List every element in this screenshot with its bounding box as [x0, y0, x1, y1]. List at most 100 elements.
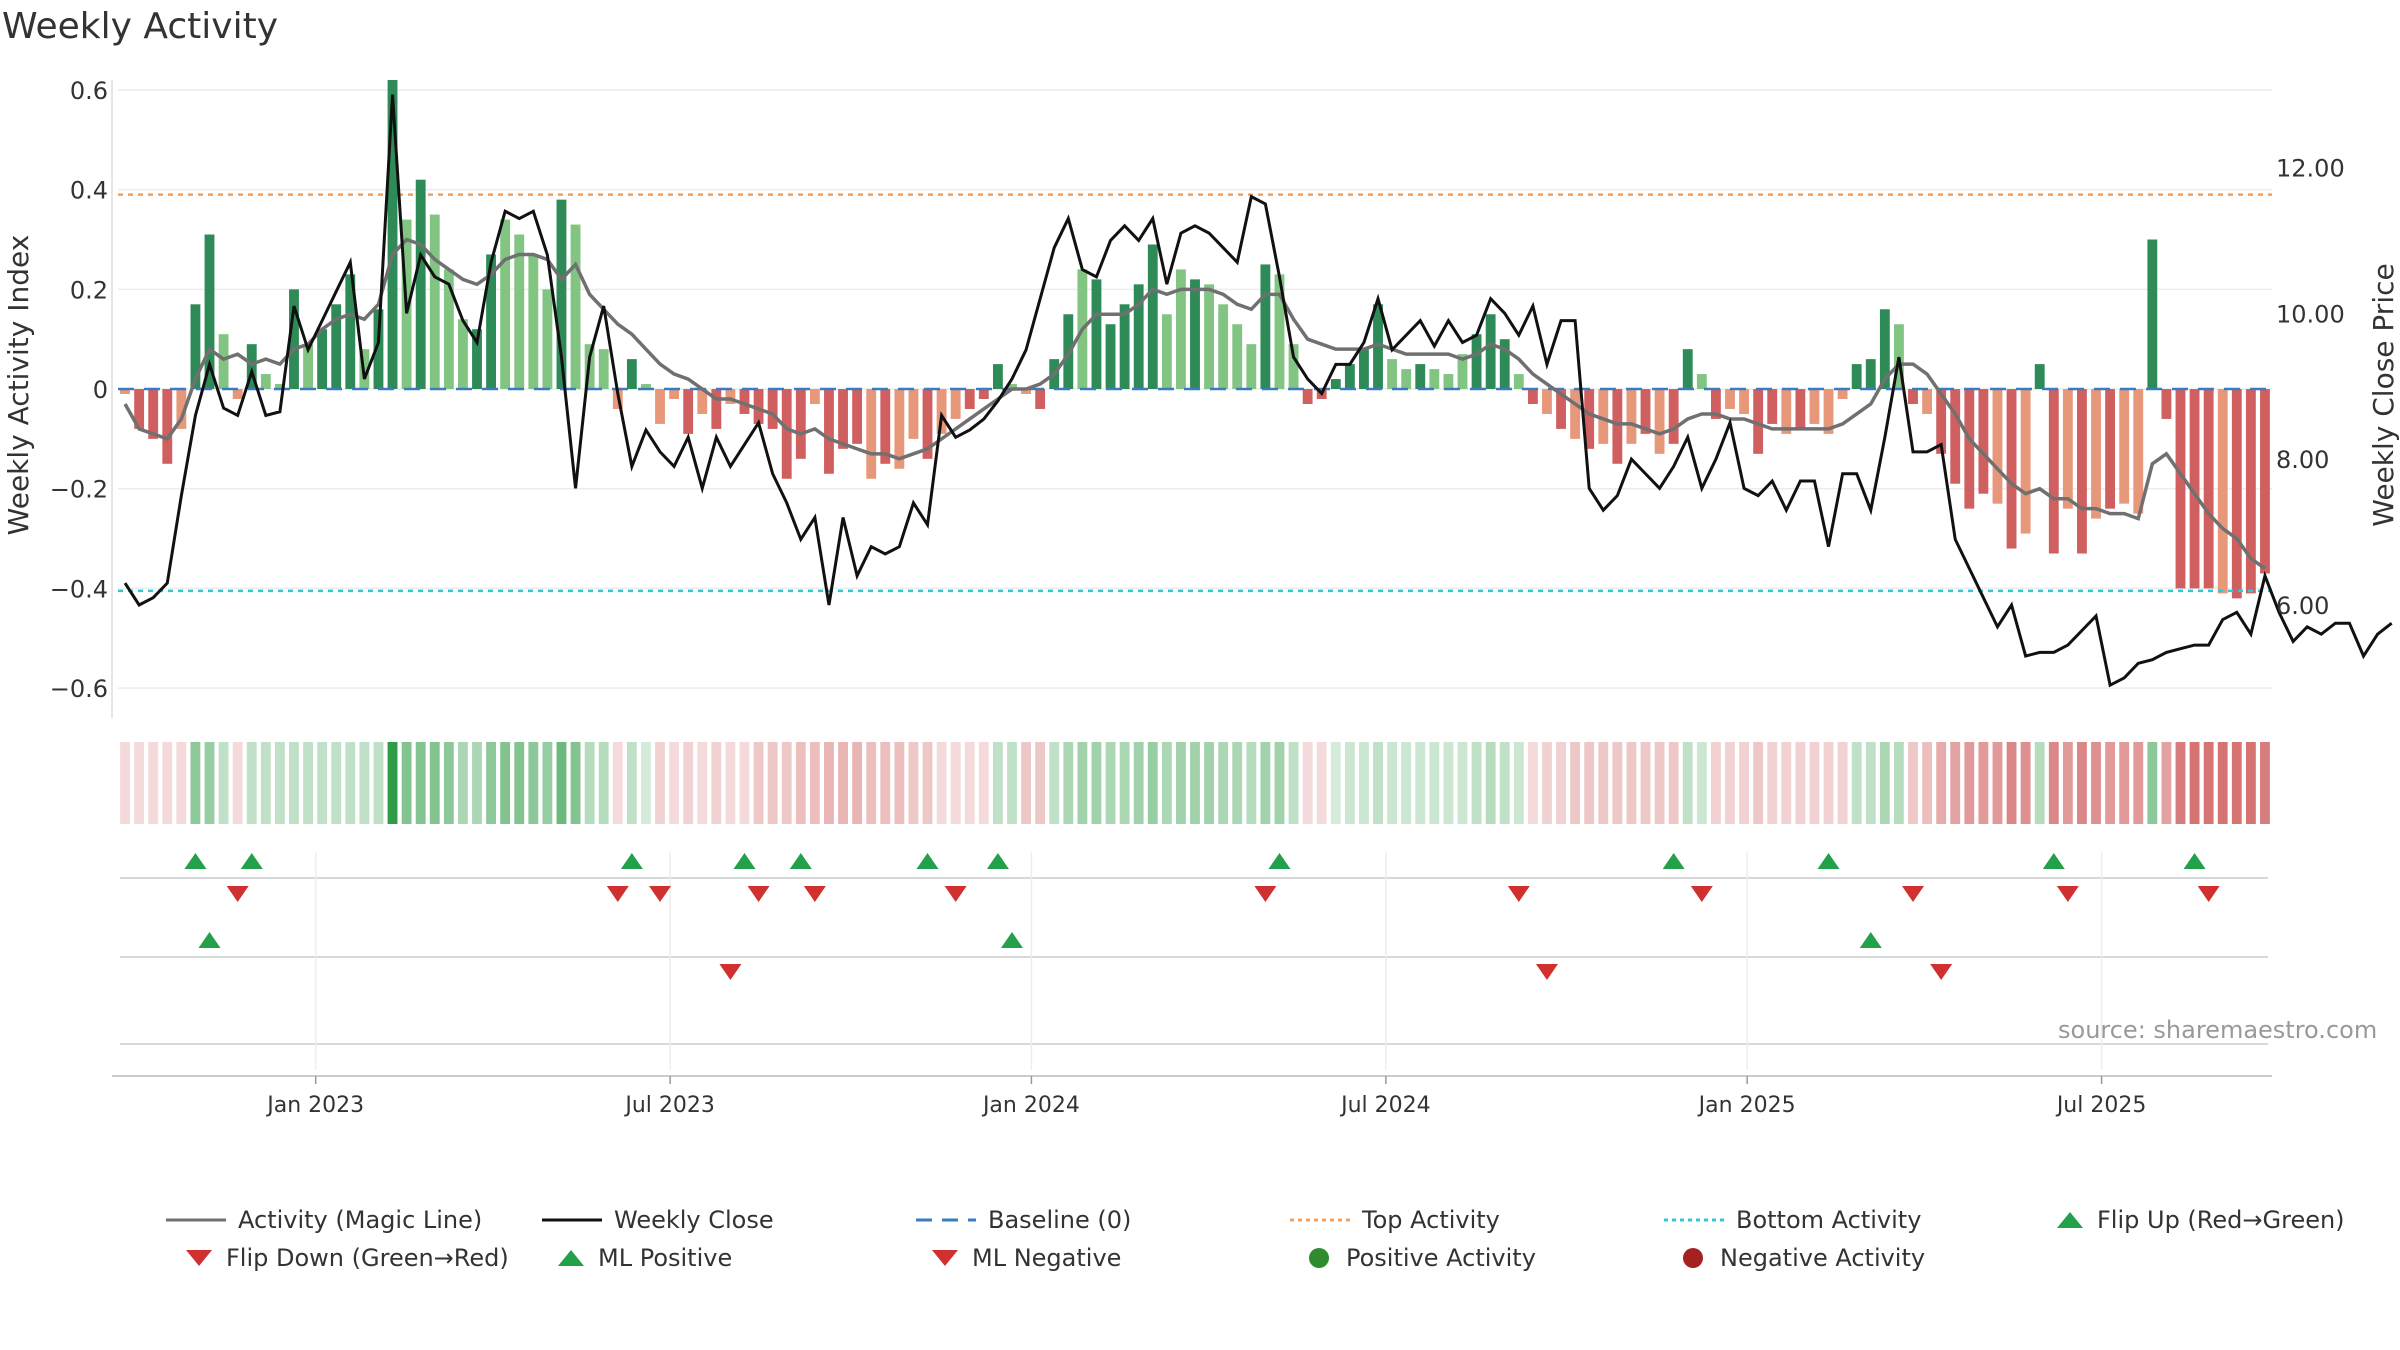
flip-down-marker: [2056, 886, 2079, 902]
activity-bar: [1499, 339, 1510, 390]
activity-bar: [1767, 389, 1778, 424]
activity-bar: [1401, 369, 1412, 390]
heat-cell: [162, 742, 173, 824]
magic-line-path: [123, 237, 2266, 570]
activity-bar: [1119, 304, 1130, 390]
flip-up-marker: [184, 853, 207, 869]
heat-cell: [1499, 742, 1510, 824]
flip-up-marker: [2183, 853, 2206, 869]
activity-bar: [739, 389, 750, 414]
flip-down-marker: [747, 886, 770, 902]
legend-label: ML Positive: [598, 1244, 733, 1272]
activity-bar: [1288, 344, 1299, 390]
heat-cell: [148, 742, 159, 824]
activity-bar: [1330, 379, 1341, 390]
heat-cell: [2077, 742, 2087, 824]
activity-bar: [655, 389, 665, 424]
heat-cell: [373, 742, 384, 824]
activity-bar: [1471, 334, 1482, 390]
ml-positive-marker: [1859, 932, 1882, 948]
heat-cell: [922, 742, 933, 824]
heat-cell: [1147, 742, 1158, 824]
heat-cell: [964, 742, 975, 824]
heat-cell: [1007, 742, 1017, 824]
heat-cell: [781, 742, 792, 824]
heat-cell: [176, 742, 187, 824]
heat-cell: [1795, 742, 1806, 824]
flip-down-marker: [226, 886, 249, 902]
activity-bar: [2133, 389, 2144, 514]
activity-bar: [317, 329, 328, 390]
heat-cell: [936, 742, 947, 824]
activity-bar: [1246, 344, 1257, 390]
activity-bar: [1542, 389, 1552, 414]
heat-cell: [1119, 742, 1130, 824]
heat-cell: [598, 742, 609, 824]
heat-cell: [1063, 742, 1074, 824]
activity-bar: [542, 289, 553, 390]
heat-cell: [514, 742, 525, 824]
heat-cell: [570, 742, 581, 824]
activity-bar: [1809, 389, 1820, 424]
legend-item-close: Weekly Close: [542, 1206, 774, 1234]
heat-cell: [2062, 742, 2073, 824]
activity-bar: [1485, 314, 1496, 390]
activity-bar: [1950, 389, 1961, 484]
legend-label: Negative Activity: [1720, 1244, 1926, 1272]
activity-bar: [415, 179, 426, 390]
legend-baseline-swatch: [916, 1218, 976, 1222]
activity-bars: [120, 80, 2270, 599]
flip-up-marker: [986, 853, 1009, 869]
heat-cell: [2217, 742, 2228, 824]
activity-bar: [443, 269, 454, 390]
activity-bar: [950, 389, 961, 419]
legend-magic-swatch: [166, 1218, 226, 1222]
heat-cell: [725, 742, 736, 824]
activity-bar: [2203, 389, 2214, 589]
heat-cell: [1133, 742, 1144, 824]
legend-item-flipdown: Flip Down (Green→Red): [184, 1244, 509, 1272]
heat-cell: [1879, 742, 1890, 824]
activity-bar: [978, 389, 989, 399]
legend-close-swatch: [542, 1218, 602, 1222]
heat-cell: [1739, 742, 1749, 824]
heat-cell: [1584, 742, 1595, 824]
heat-cell: [1161, 742, 1172, 824]
activity-bar: [218, 334, 229, 390]
heat-cell: [232, 742, 243, 824]
activity-bar: [486, 254, 497, 390]
activity-bar: [1753, 389, 1764, 454]
activity-bar: [1837, 389, 1848, 399]
heat-cell: [1302, 742, 1313, 824]
activity-bar: [1387, 359, 1398, 390]
activity-bar: [204, 234, 215, 390]
activity-bar: [190, 304, 201, 390]
heat-cell: [1387, 742, 1398, 824]
heat-cell: [1373, 742, 1383, 824]
heat-cell: [1049, 742, 1060, 824]
activity-bar: [162, 389, 173, 464]
flip-down-marker: [2197, 886, 2220, 902]
activity-bar: [795, 389, 806, 459]
heat-cell: [1091, 742, 1102, 824]
heat-cell: [1429, 742, 1440, 824]
legend-label: Flip Up (Red→Green): [2097, 1206, 2345, 1234]
activity-bar: [345, 274, 356, 390]
x-tick-label: Jul 2023: [623, 1093, 715, 1118]
heat-cell: [1598, 742, 1609, 824]
heat-cell: [1710, 742, 1721, 824]
flip-up-marker: [240, 853, 263, 869]
heat-cell: [1753, 742, 1764, 824]
activity-bar: [2217, 389, 2228, 594]
y-tick-label: 0: [93, 376, 108, 404]
heat-cell: [1654, 742, 1665, 824]
x-tick-label: Jan 2023: [265, 1093, 364, 1118]
heat-cell: [655, 742, 665, 824]
heat-cell: [260, 742, 271, 824]
activity-bar: [2231, 389, 2242, 599]
activity-bar: [2062, 389, 2073, 509]
y-tick-label: 0.2: [70, 276, 108, 304]
activity-bar: [2119, 389, 2130, 504]
activity-bar: [1443, 374, 1454, 390]
heat-cell: [1570, 742, 1581, 824]
